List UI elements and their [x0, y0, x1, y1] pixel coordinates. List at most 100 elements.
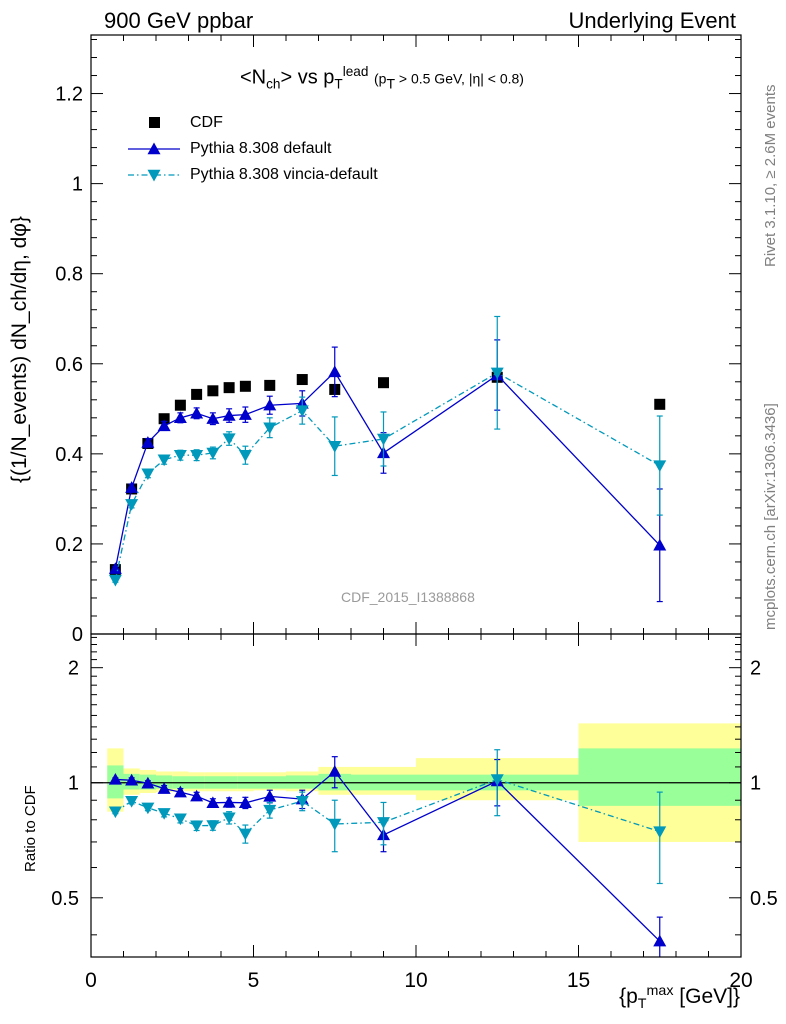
main-series-layer	[108, 315, 667, 603]
default-point	[263, 398, 277, 411]
plot-title: <Nch> vs pTlead (pT > 0.5 GeV, |η| < 0.8…	[240, 64, 524, 92]
default-point	[206, 412, 220, 424]
x-tick-label: 10	[404, 969, 427, 992]
vincia-point	[295, 405, 309, 418]
ratio-vincia-point	[222, 812, 236, 825]
title-cut-rest: > 0.5 GeV, |η| < 0.8)	[395, 70, 524, 87]
main-y-axis-label: {(1/N_events) dN_ch/dη, dφ}	[8, 216, 31, 483]
legend-marker-default	[147, 142, 161, 155]
main-y-tick-label: 1	[72, 174, 83, 196]
cdf-point	[174, 399, 186, 411]
title-main-sub: ch	[266, 76, 281, 92]
vincia-point	[263, 422, 277, 435]
vincia-point	[377, 433, 390, 446]
rivet-version-label: Rivet 3.1.10, ≥ 2.6M events	[762, 84, 779, 268]
header-energy-label: 900 GeV ppbar	[104, 8, 254, 33]
vincia-point	[157, 454, 171, 467]
cdf-point	[239, 380, 251, 392]
ratio-vincia-point	[108, 806, 122, 819]
ratio-vincia-point	[295, 795, 309, 808]
vincia-point	[190, 450, 204, 462]
xlabel-rest: [GeV]}	[673, 985, 740, 1008]
x-tick-label: 15	[567, 969, 590, 992]
default-point	[157, 419, 171, 432]
ratio-default-point	[206, 796, 220, 809]
main-frame	[90, 34, 742, 635]
default-point	[190, 406, 204, 419]
xlabel-open: {p	[619, 985, 638, 1008]
default-point	[328, 365, 342, 378]
main-y-tick-label: 0.2	[55, 534, 83, 556]
ratio-vincia-point	[125, 795, 139, 808]
x-axis-label: {pTmax [GeV]}	[619, 983, 740, 1012]
ratio-y-tick-label: 1	[68, 773, 79, 795]
ratio-series-layer	[108, 749, 667, 957]
mcplots-credit-label: mcplots.cern.ch [arXiv:1306.3436]	[762, 403, 779, 630]
xlabel-sup: max	[646, 983, 674, 999]
vincia-point	[108, 574, 122, 587]
axis-ticks: 0 0.2 0.4 0.6 0.8 1 1.2 0 5 10 15 20 0.5 0.5 1 1 2 2	[51, 35, 778, 992]
legend-marker-cdf	[149, 117, 160, 128]
default-point	[653, 538, 667, 551]
legend-label-vincia: Pythia 8.308 vincia-default	[190, 166, 378, 183]
vincia-point	[173, 450, 187, 462]
xlabel-sub: T	[637, 996, 647, 1013]
ratio-vincia-point	[206, 820, 220, 832]
ratio-default-point	[263, 789, 277, 802]
ratio-y-tick-label-right: 2	[750, 658, 761, 680]
ratio-y-tick-label: 0.5	[51, 888, 79, 910]
ratio-vincia-point	[190, 820, 204, 833]
vincia-line	[114, 372, 661, 581]
ratio-vincia-point	[490, 774, 504, 786]
ratio-y-tick-label: 2	[68, 658, 79, 680]
ratio-default-point	[141, 776, 155, 789]
ratio-vincia-point	[653, 826, 667, 839]
ratio-uncertainty-bands	[91, 723, 741, 842]
cdf-point	[207, 385, 219, 397]
cdf-point	[223, 382, 235, 394]
title-cut-sub: T	[386, 75, 395, 92]
title-main: <N	[240, 66, 267, 89]
cdf-point	[378, 377, 389, 389]
default-point	[222, 409, 236, 421]
default-point	[108, 562, 122, 574]
x-tick-label: 5	[248, 969, 260, 992]
main-y-tick-label: 0.8	[55, 264, 83, 286]
vincia-point	[238, 450, 252, 462]
ratio-default-point	[190, 789, 204, 802]
ratio-default-point	[653, 934, 667, 947]
ratio-default-point	[328, 765, 342, 777]
ratio-vincia-point	[263, 804, 277, 817]
default-point	[141, 436, 155, 448]
band-inner	[156, 775, 173, 789]
title-vs: > vs p	[280, 66, 335, 89]
cdf-point	[654, 398, 666, 410]
band-inner	[286, 775, 319, 789]
legend-label-cdf: CDF	[190, 114, 223, 131]
ratio-default-point	[157, 782, 171, 794]
main-y-tick-label: 0.6	[55, 354, 83, 376]
default-point	[125, 481, 139, 493]
legend-label-default: Pythia 8.308 default	[190, 140, 332, 157]
ratio-default-point	[173, 785, 187, 798]
default-point	[238, 408, 252, 420]
ratio-vincia-point	[173, 813, 187, 826]
ratio-default-point	[125, 773, 139, 786]
cdf-point	[296, 374, 308, 386]
ratio-default-point	[108, 772, 122, 785]
title-vs-sup: lead	[342, 64, 369, 79]
header-analysis-label: Underlying Event	[568, 8, 736, 33]
main-y-tick-label: 0.4	[55, 444, 83, 466]
vincia-point	[328, 440, 342, 453]
vincia-point	[125, 499, 139, 511]
x-tick-label: 20	[729, 969, 752, 992]
main-y-tick-label: 0	[72, 624, 83, 646]
ratio-vincia-point	[328, 818, 342, 831]
ratio-default-point	[238, 796, 252, 809]
default-line	[114, 370, 661, 569]
cdf-point	[191, 388, 203, 400]
vincia-point	[490, 367, 504, 380]
analysis-watermark: CDF_2015_I1388868	[341, 589, 475, 605]
ratio-vincia-point	[157, 808, 171, 820]
